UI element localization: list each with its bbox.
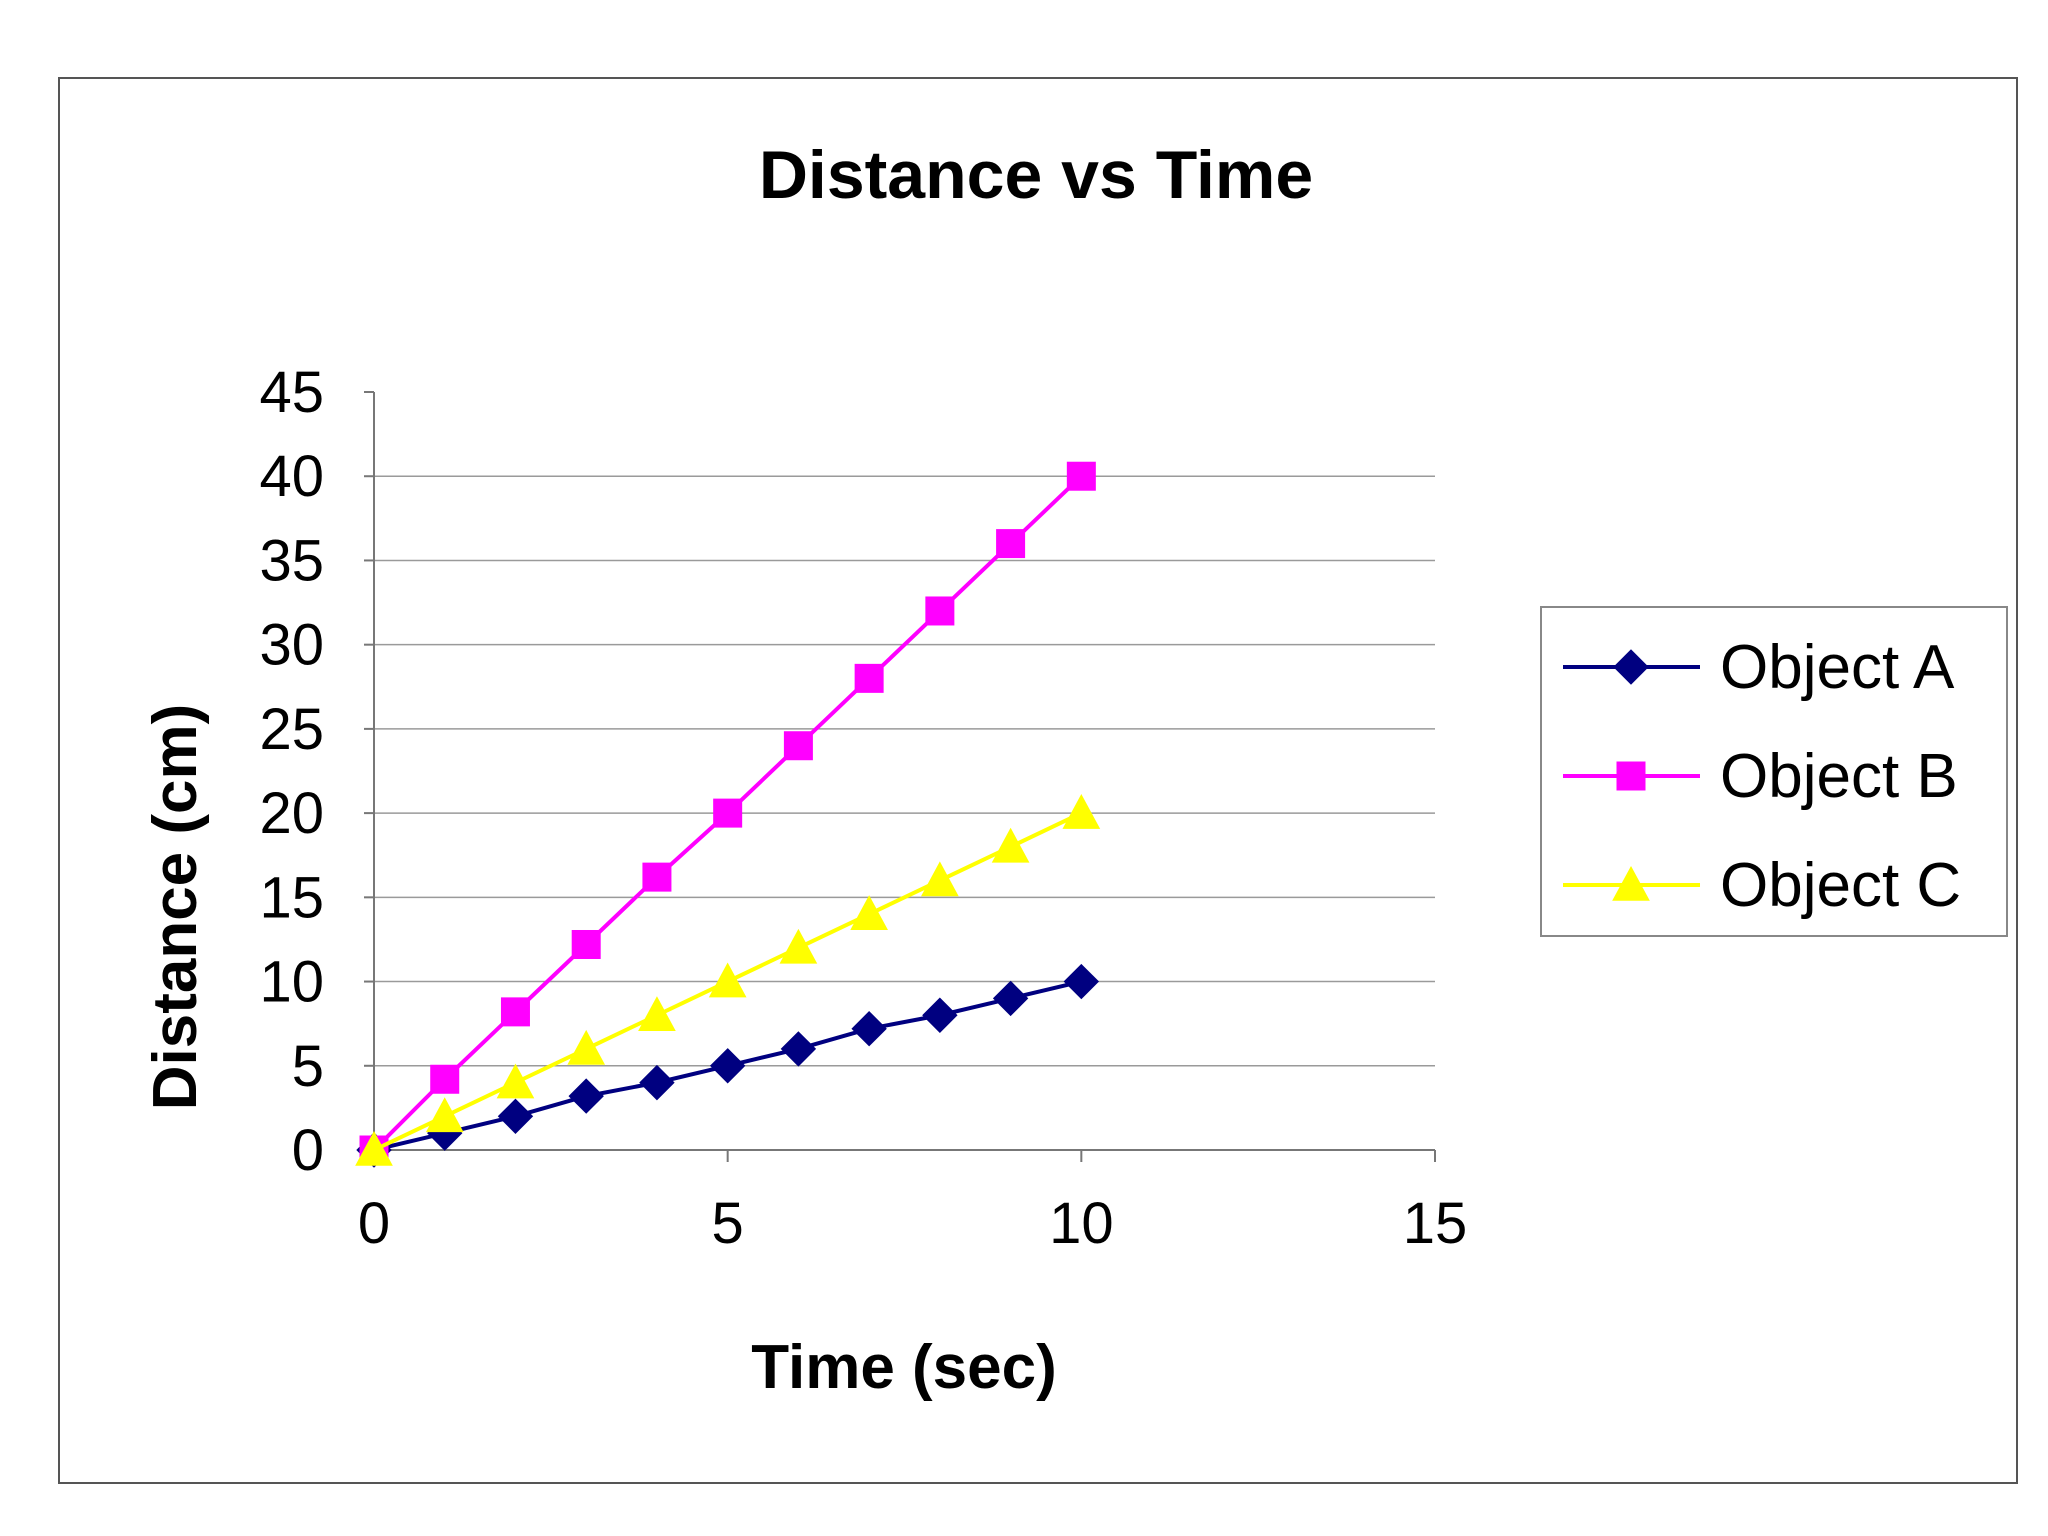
data-point <box>783 731 813 761</box>
legend-label: Object B <box>1720 742 1958 811</box>
data-point <box>571 929 601 959</box>
data-point <box>567 1029 606 1065</box>
data-point <box>497 1098 534 1135</box>
y-tick-label: 30 <box>259 613 324 678</box>
legend-swatch-marker <box>1612 865 1650 901</box>
x-tick-label: 5 <box>712 1191 744 1256</box>
y-tick-label: 15 <box>259 865 324 930</box>
legend-item: Object B <box>1563 742 1958 811</box>
legend-swatch-marker <box>1613 649 1649 685</box>
data-point <box>780 1031 817 1067</box>
y-tick-label: 5 <box>292 1034 324 1099</box>
data-point <box>925 596 955 626</box>
x-axis-label: Time (sec) <box>751 1333 1057 1402</box>
data-point <box>850 895 888 930</box>
y-tick-label: 35 <box>259 528 324 593</box>
data-point <box>708 962 747 998</box>
data-point <box>496 1063 535 1099</box>
series-object-c <box>355 794 1101 1166</box>
legend-item: Object C <box>1563 851 1961 920</box>
y-tick-label: 0 <box>292 1118 324 1183</box>
data-point <box>922 997 958 1033</box>
data-point <box>996 529 1026 559</box>
data-point <box>1063 963 1100 1000</box>
legend-items: Object A Object B Object C <box>1563 633 1961 920</box>
data-point <box>568 1078 604 1114</box>
data-point <box>992 980 1029 1017</box>
data-point <box>779 928 818 964</box>
y-tick-label: 40 <box>259 444 324 509</box>
y-tick-label: 25 <box>259 697 324 762</box>
series <box>355 461 1101 1168</box>
legend-label: Object C <box>1720 851 1961 920</box>
legend: Object A Object B Object C <box>1540 606 2008 937</box>
data-point <box>854 663 884 693</box>
data-point <box>638 996 676 1032</box>
data-point <box>642 862 672 892</box>
data-point <box>425 1097 464 1133</box>
data-point <box>851 1011 887 1047</box>
data-point <box>709 1048 746 1084</box>
chart-title: Distance vs Time <box>759 137 1313 213</box>
x-tick-label: 10 <box>1049 1191 1114 1256</box>
data-point <box>1066 461 1096 491</box>
x-tick-labels: 0 5 10 15 <box>358 1191 1467 1256</box>
y-tick-labels: 0 5 10 15 20 25 30 35 40 45 <box>259 360 324 1183</box>
x-tick-label: 0 <box>358 1191 390 1256</box>
data-point <box>991 827 1030 863</box>
data-point <box>921 861 959 897</box>
x-tick-label: 15 <box>1403 1191 1468 1256</box>
legend-item: Object A <box>1563 633 1955 702</box>
y-tick-label: 45 <box>259 360 324 425</box>
legend-swatch-marker <box>1616 761 1646 791</box>
y-axis-label: Distance (cm) <box>141 704 210 1111</box>
y-tick-label: 10 <box>259 950 324 1015</box>
data-point <box>713 798 743 828</box>
data-point <box>500 997 530 1027</box>
data-point <box>1062 794 1101 829</box>
legend-label: Object A <box>1720 633 1955 702</box>
data-point <box>355 1130 393 1166</box>
y-tick-label: 20 <box>259 781 324 846</box>
data-point <box>639 1064 675 1101</box>
data-point <box>430 1064 460 1094</box>
